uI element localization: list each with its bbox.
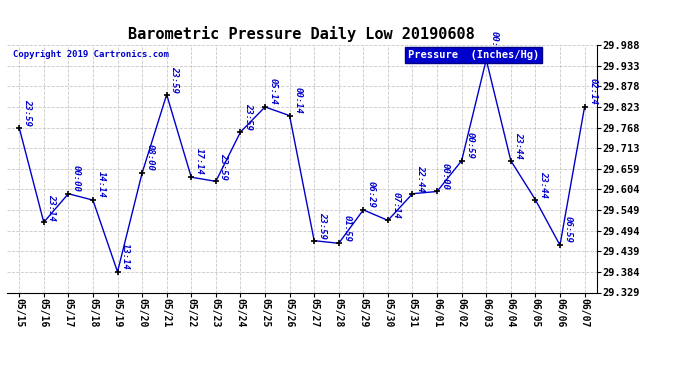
Text: 23:44: 23:44 xyxy=(539,171,548,198)
Text: 06:29: 06:29 xyxy=(367,181,376,208)
Text: 23:59: 23:59 xyxy=(170,66,179,93)
Text: 14:14: 14:14 xyxy=(97,171,106,198)
Text: 05:14: 05:14 xyxy=(268,78,277,105)
Text: 23:44: 23:44 xyxy=(515,132,524,159)
Text: 23:14: 23:14 xyxy=(48,194,57,220)
Text: 02:14: 02:14 xyxy=(589,78,598,105)
Text: 07:14: 07:14 xyxy=(392,192,401,219)
Text: 00:00: 00:00 xyxy=(72,165,81,192)
Text: 23:59: 23:59 xyxy=(244,104,253,130)
Text: 00:14: 00:14 xyxy=(293,87,302,114)
Text: 00:00: 00:00 xyxy=(490,31,499,58)
Text: 22:44: 22:44 xyxy=(416,165,425,192)
Text: 00:59: 00:59 xyxy=(465,132,474,159)
Text: 23:59: 23:59 xyxy=(23,99,32,126)
Text: 23:59: 23:59 xyxy=(318,212,327,239)
Text: 13:14: 13:14 xyxy=(121,243,130,270)
Text: 01:59: 01:59 xyxy=(342,214,351,242)
Text: 08:00: 08:00 xyxy=(146,144,155,171)
Title: Barometric Pressure Daily Low 20190608: Barometric Pressure Daily Low 20190608 xyxy=(128,27,475,42)
Text: 00:00: 00:00 xyxy=(441,163,450,190)
Text: Copyright 2019 Cartronics.com: Copyright 2019 Cartronics.com xyxy=(13,50,168,59)
Text: 17:14: 17:14 xyxy=(195,148,204,176)
Text: 06:59: 06:59 xyxy=(564,216,573,243)
Text: 23:59: 23:59 xyxy=(219,153,228,180)
Text: Pressure  (Inches/Hg): Pressure (Inches/Hg) xyxy=(408,50,540,60)
